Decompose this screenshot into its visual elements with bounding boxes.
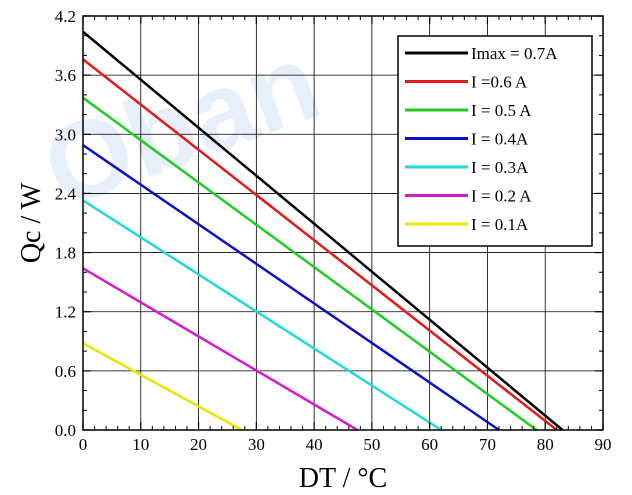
y-tick-label: 4.2 xyxy=(55,7,76,26)
legend-label: I = 0.2 A xyxy=(471,187,532,206)
x-tick-label: 80 xyxy=(537,435,554,454)
series-line xyxy=(82,199,442,432)
x-tick-label: 50 xyxy=(363,435,380,454)
y-tick-label: 3.6 xyxy=(55,66,76,85)
series-line xyxy=(82,96,538,432)
series-line xyxy=(82,144,500,432)
x-tick-label: 20 xyxy=(190,435,207,454)
y-axis-title: Qc / W xyxy=(16,182,47,263)
x-tick-label: 40 xyxy=(306,435,323,454)
y-tick-label: 1.2 xyxy=(55,303,76,322)
series-line xyxy=(82,267,359,432)
y-tick-label: 1.8 xyxy=(55,244,76,263)
x-tick-label: 90 xyxy=(595,435,612,454)
y-tick-labels: 0.0 0.6 1.2 1.8 2.4 3.0 3.6 4.2 xyxy=(55,7,77,440)
y-tick-label: 0.0 xyxy=(55,421,76,440)
series-lines xyxy=(82,30,564,432)
series-line xyxy=(82,30,564,431)
legend-label: I =0.6 A xyxy=(471,73,528,92)
y-tick-label: 2.4 xyxy=(55,184,77,203)
x-tick-label: 60 xyxy=(421,435,438,454)
tick-marks xyxy=(82,15,604,431)
x-tick-labels: 0 10 20 30 40 50 60 70 80 90 xyxy=(79,435,612,454)
x-tick-label: 30 xyxy=(248,435,265,454)
series-line xyxy=(82,58,558,431)
legend-label: I = 0.3A xyxy=(471,158,529,177)
x-tick-label: 0 xyxy=(79,435,88,454)
series-line xyxy=(82,342,243,432)
legend: Imax = 0.7A I =0.6 A I = 0.5 A I = 0.4A I = … xyxy=(397,35,593,247)
plot-frame xyxy=(82,15,604,431)
x-axis-title: DT / °C xyxy=(299,463,387,494)
legend-label: Imax = 0.7A xyxy=(471,44,558,63)
x-tick-label: 10 xyxy=(132,435,149,454)
y-tick-label: 3.0 xyxy=(55,125,76,144)
y-tick-label: 0.6 xyxy=(55,362,76,381)
legend-label: I = 0.1A xyxy=(471,215,529,234)
legend-label: I = 0.5 A xyxy=(471,101,532,120)
x-tick-label: 70 xyxy=(479,435,496,454)
legend-box xyxy=(397,35,593,247)
legend-label: I = 0.4A xyxy=(471,130,529,149)
